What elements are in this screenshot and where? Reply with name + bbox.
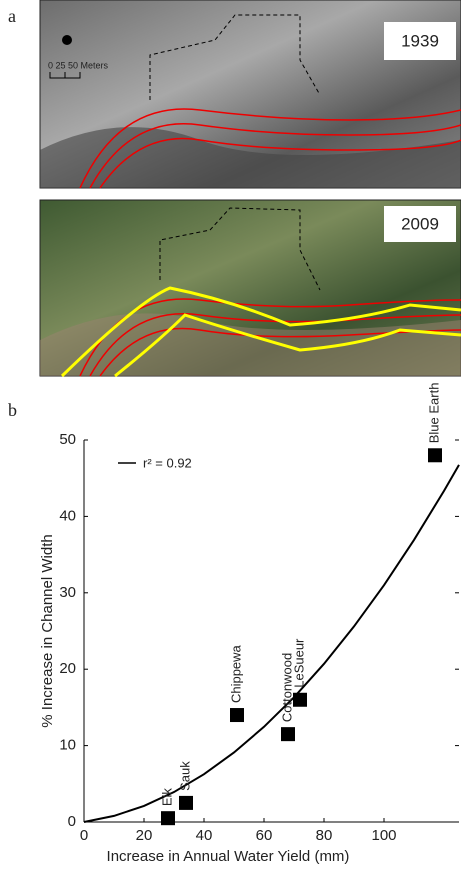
photo-1939: 0 25 50 Meters 1939 (39, 0, 461, 189)
point-label: Chippewa (228, 644, 243, 703)
point-label: Sauk (177, 761, 192, 791)
scale-label: 0 25 50 Meters (48, 60, 109, 70)
point-label: Blue Earth (426, 383, 441, 444)
point (179, 795, 193, 810)
point-label: Elk (159, 788, 174, 807)
point (428, 448, 442, 463)
legend-label: r² = 0.92 (143, 455, 192, 470)
photo-2009: 2009 (39, 199, 461, 378)
panel-label: a (8, 6, 16, 26)
x-tick-label: 40 (196, 827, 213, 844)
fit-line (83, 464, 460, 823)
y-tick-label: 10 (59, 737, 76, 754)
x-axis-label: Increase in Annual Water Yield (mm) (107, 848, 350, 865)
point (293, 692, 307, 707)
point-label: LeSueur (291, 638, 306, 688)
y-axis-label: % Increase in Channel Width (39, 534, 56, 727)
photo-year: 1939 (401, 31, 439, 50)
point-label: Cottonwood (279, 653, 294, 722)
x-tick-label: 60 (256, 827, 273, 844)
x-tick-label: 100 (371, 827, 396, 844)
y-tick-label: 50 (59, 431, 76, 448)
panel-label: b (8, 400, 17, 420)
x-tick-label: 0 (80, 827, 88, 844)
y-tick-label: 0 (68, 813, 76, 830)
y-tick-label: 30 (59, 584, 76, 601)
x-tick-label: 20 (136, 827, 153, 844)
y-tick-label: 40 (59, 507, 76, 524)
x-tick-label: 80 (316, 827, 333, 844)
point (281, 727, 295, 742)
point (230, 708, 244, 723)
photo-year: 2009 (401, 214, 439, 233)
y-tick-label: 20 (59, 660, 76, 677)
point (161, 811, 175, 826)
